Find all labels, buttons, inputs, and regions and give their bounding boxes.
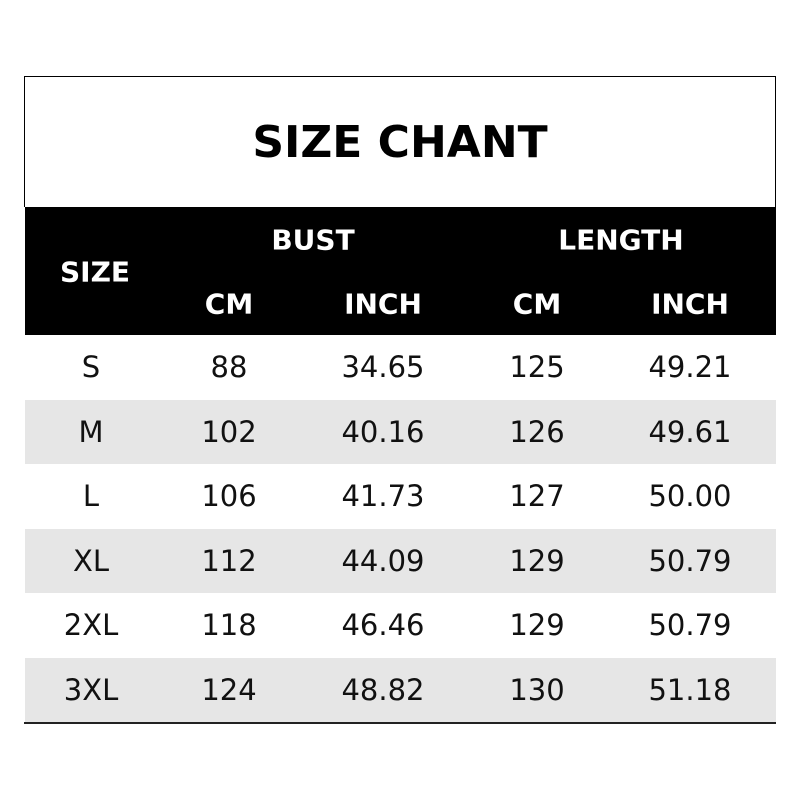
- cell-length-inch: 49.61: [648, 414, 732, 449]
- table-body: S 88 34.65 125 49.21 M 102 40.16 126 49.61 L 106 41.…: [25, 335, 776, 722]
- table-row: L 106 41.73 127 50.00: [25, 464, 776, 529]
- header-bust-inch: INCH: [344, 287, 422, 321]
- cell-bust-cm: 112: [201, 543, 257, 578]
- cell-size: M: [78, 414, 104, 449]
- table-row: 3XL 124 48.82 130 51.18: [25, 657, 776, 722]
- cell-bust-inch: 34.65: [341, 350, 425, 385]
- cell-length-inch: 51.18: [648, 672, 732, 707]
- cell-size: 2XL: [63, 608, 119, 643]
- header-size: SIZE: [59, 255, 131, 289]
- cell-bust-inch: 46.46: [341, 608, 425, 643]
- cell-length-cm: 126: [509, 414, 565, 449]
- cell-bust-inch: 48.82: [341, 672, 425, 707]
- header-length: LENGTH: [558, 223, 684, 257]
- cell-length-inch: 50.79: [648, 543, 732, 578]
- header-bust: BUST: [271, 223, 355, 257]
- cell-bust-cm: 124: [201, 672, 257, 707]
- cell-bust-inch: 40.16: [341, 414, 425, 449]
- cell-size: L: [82, 479, 100, 514]
- title-box: SIZE CHANT: [24, 76, 776, 207]
- page-title: SIZE CHANT: [252, 116, 548, 168]
- cell-bust-cm: 106: [201, 479, 257, 514]
- table-row: 2XL 118 46.46 129 50.79: [25, 593, 776, 658]
- table-header: SIZE BUST LENGTH CM INCH CM INCH: [25, 207, 776, 335]
- cell-length-cm: 127: [509, 479, 565, 514]
- table-row: S 88 34.65 125 49.21: [25, 335, 776, 400]
- cell-length-cm: 129: [509, 543, 565, 578]
- cell-size: 3XL: [63, 672, 119, 707]
- cell-length-inch: 50.79: [648, 608, 732, 643]
- header-length-inch: INCH: [651, 287, 729, 321]
- cell-bust-cm: 102: [201, 414, 257, 449]
- cell-length-cm: 125: [509, 350, 565, 385]
- header-bust-cm: CM: [204, 287, 254, 321]
- table-bottom-border: [24, 722, 776, 724]
- cell-size: XL: [72, 543, 110, 578]
- cell-length-inch: 50.00: [648, 479, 732, 514]
- cell-size: S: [81, 350, 101, 385]
- cell-bust-inch: 41.73: [341, 479, 425, 514]
- table-row: M 102 40.16 126 49.61: [25, 399, 776, 464]
- cell-bust-inch: 44.09: [341, 543, 425, 578]
- table-row: XL 112 44.09 129 50.79: [25, 528, 776, 593]
- cell-length-inch: 49.21: [648, 350, 732, 385]
- cell-length-cm: 130: [509, 672, 565, 707]
- cell-bust-cm: 88: [210, 350, 248, 385]
- cell-length-cm: 129: [509, 608, 565, 643]
- cell-bust-cm: 118: [201, 608, 257, 643]
- header-length-cm: CM: [512, 287, 562, 321]
